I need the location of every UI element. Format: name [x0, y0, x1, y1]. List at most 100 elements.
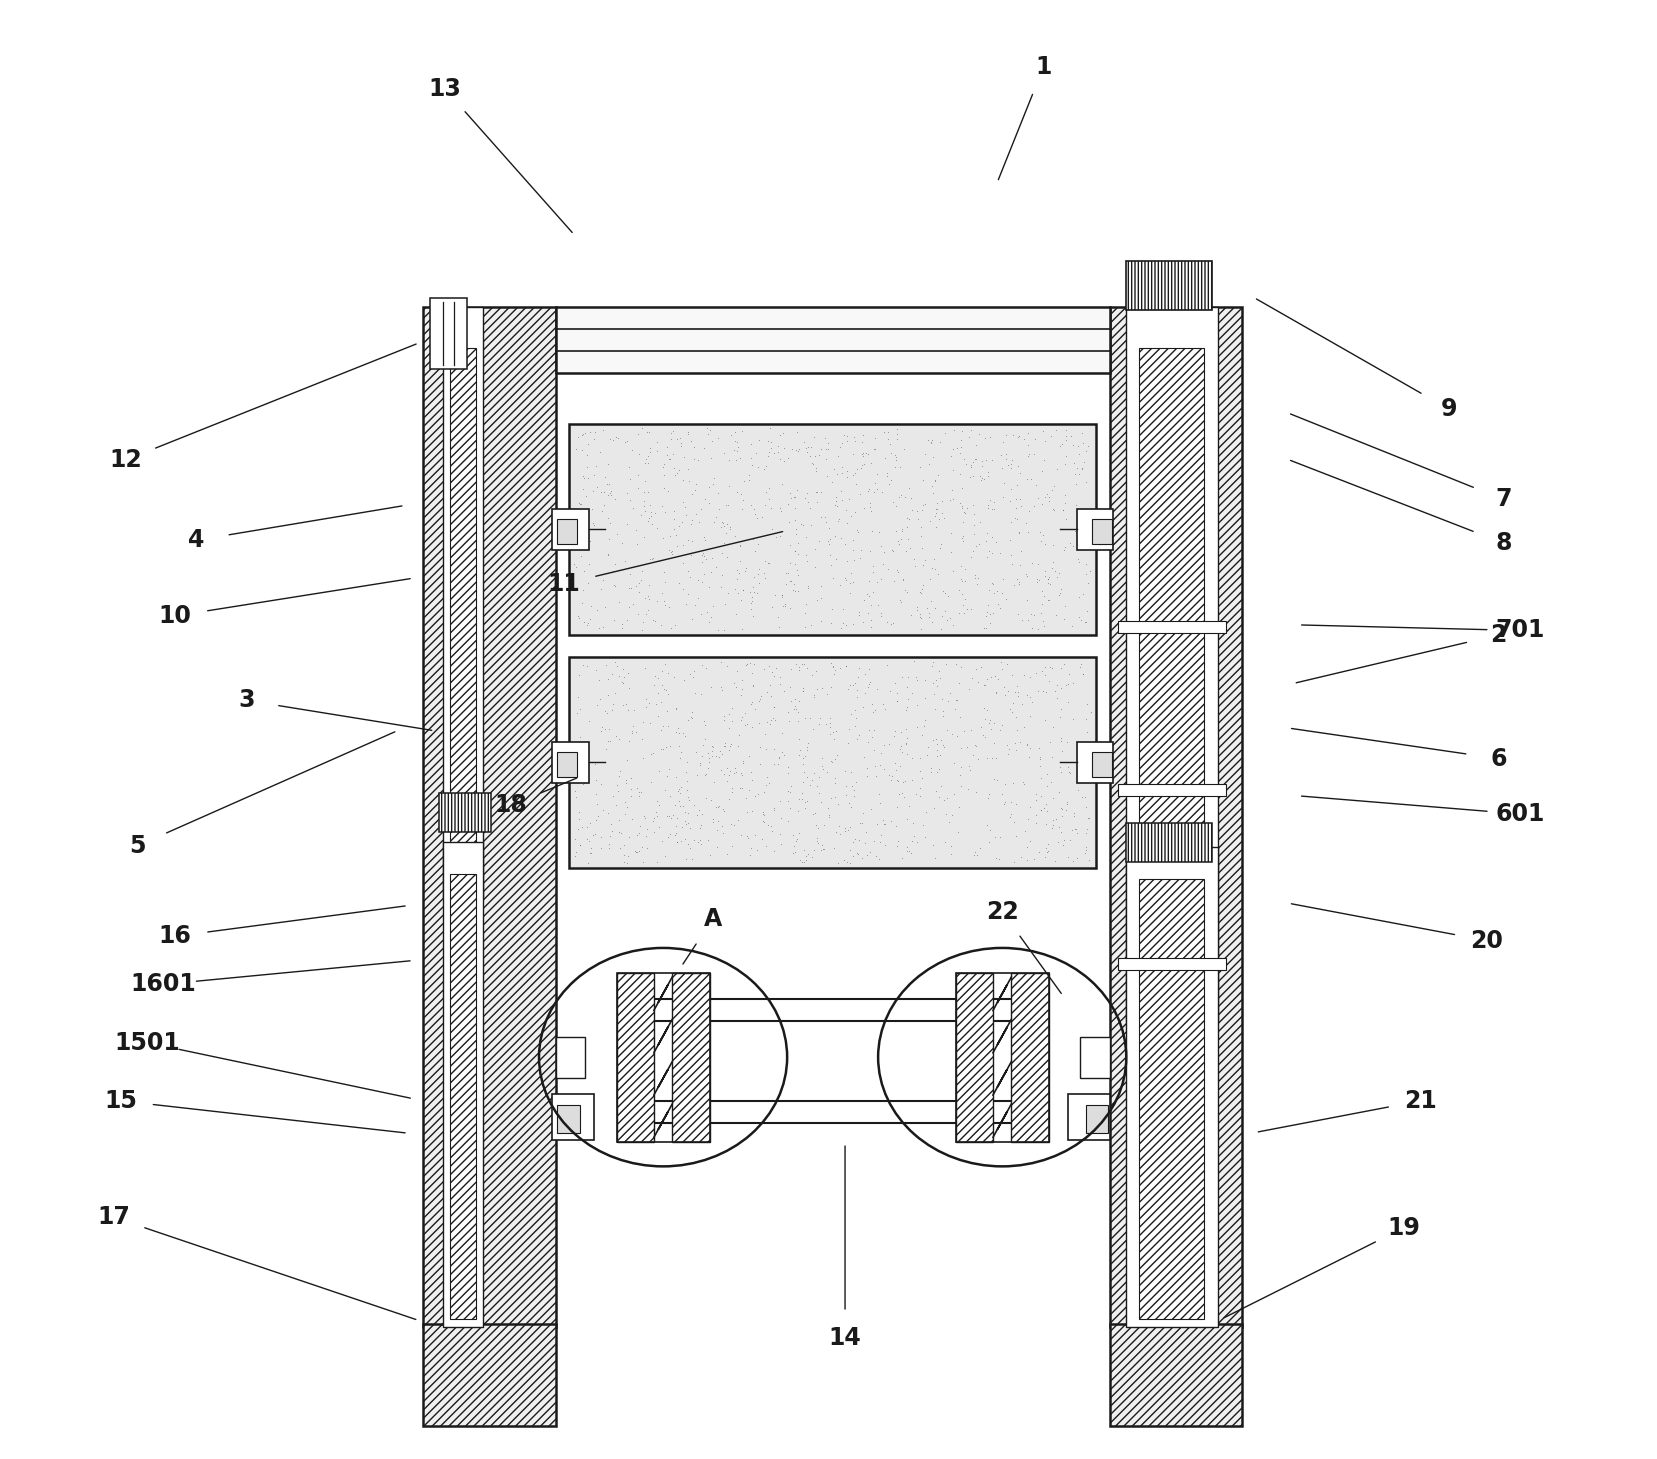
Bar	[1118, 957, 1226, 970]
Point	[775, 709, 802, 732]
Point	[948, 737, 974, 760]
Point	[838, 503, 865, 527]
Point	[714, 769, 741, 792]
Point	[1029, 524, 1056, 547]
Point	[1072, 610, 1099, 633]
Point	[789, 781, 815, 804]
Point	[948, 476, 974, 499]
Point	[611, 791, 638, 814]
Point	[794, 544, 820, 568]
Point	[767, 789, 794, 813]
Point	[669, 534, 696, 557]
Point	[1064, 821, 1090, 845]
Point	[891, 770, 918, 794]
Point	[976, 540, 1002, 563]
Bar	[429, 298, 467, 369]
Point	[993, 423, 1019, 446]
Point	[645, 430, 671, 454]
Point	[771, 449, 797, 473]
Point	[792, 486, 819, 509]
Point	[777, 597, 804, 620]
Point	[597, 427, 623, 451]
Point	[613, 769, 640, 792]
Point	[845, 601, 872, 624]
Point	[805, 444, 832, 467]
Point	[1032, 813, 1059, 836]
Point	[595, 544, 621, 568]
Point	[1024, 680, 1051, 703]
Point	[651, 589, 678, 613]
Point	[1051, 607, 1077, 630]
Point	[761, 840, 787, 864]
Point	[592, 699, 618, 722]
Point	[658, 543, 684, 566]
Point	[878, 769, 905, 792]
Point	[681, 659, 708, 683]
Point	[974, 699, 1001, 722]
Point	[1067, 655, 1094, 678]
Point	[588, 499, 615, 522]
Point	[1060, 451, 1087, 474]
Point	[656, 804, 683, 827]
Point	[880, 765, 906, 788]
Point	[606, 820, 633, 843]
Point	[775, 562, 802, 585]
Point	[575, 519, 601, 543]
Point	[628, 569, 655, 592]
Point	[640, 608, 666, 632]
Point	[822, 493, 848, 516]
Point	[835, 791, 862, 814]
Point	[1047, 730, 1074, 753]
Point	[1046, 816, 1072, 839]
Point	[636, 573, 663, 597]
Point	[920, 474, 946, 498]
Point	[888, 519, 915, 543]
Point	[756, 552, 782, 575]
Point	[862, 699, 888, 722]
Point	[613, 512, 640, 535]
Point	[651, 779, 678, 802]
Point	[810, 837, 837, 861]
Point	[645, 789, 671, 813]
Point	[742, 783, 769, 807]
Point	[638, 500, 664, 524]
Point	[837, 816, 863, 839]
Point	[837, 839, 863, 862]
Point	[757, 430, 784, 454]
Point	[618, 785, 645, 808]
Point	[577, 552, 603, 575]
Point	[906, 581, 933, 604]
Point	[940, 487, 966, 511]
Point	[842, 697, 868, 721]
Bar	[423, 308, 555, 1326]
Point	[698, 676, 724, 699]
Point	[772, 592, 799, 616]
Point	[630, 559, 656, 582]
Point	[910, 468, 936, 492]
Point	[784, 800, 810, 823]
Point	[858, 725, 885, 748]
Point	[916, 601, 943, 624]
Point	[931, 600, 958, 623]
Point	[737, 581, 764, 604]
Point	[1006, 425, 1032, 448]
Point	[713, 521, 739, 544]
Point	[573, 444, 600, 467]
Point	[674, 709, 701, 732]
Point	[704, 481, 731, 505]
Point	[961, 514, 988, 537]
Point	[749, 827, 775, 851]
Point	[953, 452, 979, 476]
Point	[893, 743, 920, 766]
Point	[621, 699, 648, 722]
Point	[840, 528, 867, 552]
Point	[918, 430, 944, 454]
Point	[780, 842, 807, 865]
Point	[833, 549, 860, 572]
Point	[969, 724, 996, 747]
Point	[1054, 792, 1080, 816]
Point	[931, 422, 958, 445]
Point	[631, 500, 658, 524]
Point	[915, 452, 941, 476]
Point	[842, 461, 868, 484]
